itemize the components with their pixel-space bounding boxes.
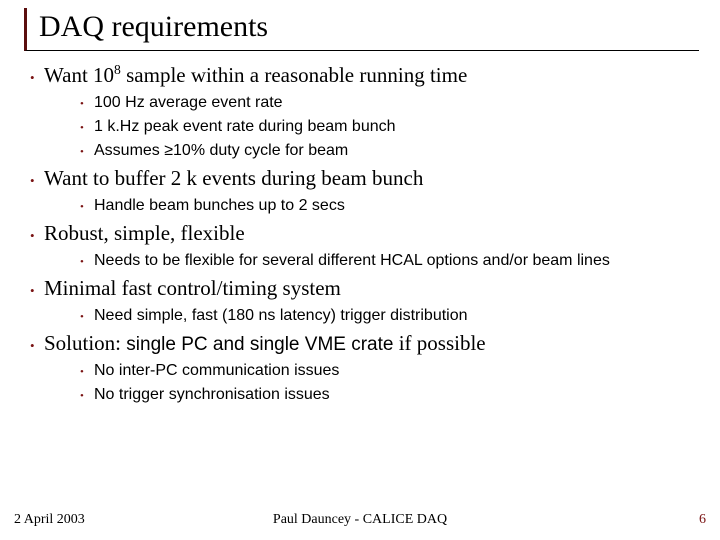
bullet-2-text: Want to buffer 2 k events during beam bu… (44, 166, 423, 191)
bullet-icon: • (80, 122, 94, 134)
bullet-icon: • (80, 366, 94, 378)
bullet-3: • Robust, simple, flexible (30, 221, 700, 246)
content-area: • Want 108 sample within a reasonable ru… (30, 56, 700, 404)
bullet-icon: • (80, 201, 94, 213)
bullet-1-text: Want 108 sample within a reasonable runn… (44, 62, 467, 88)
bullet-1: • Want 108 sample within a reasonable ru… (30, 62, 700, 88)
text-fragment: single PC and single VME crate (126, 334, 393, 355)
sub-bullet-text: No trigger synchronisation issues (94, 386, 330, 404)
bullet-icon: • (30, 173, 44, 189)
bullet-icon: • (30, 228, 44, 244)
sub-bullet-text: Needs to be flexible for several differe… (94, 252, 610, 270)
bullet-3-text: Robust, simple, flexible (44, 221, 245, 246)
sub-bullet-text: Assumes ≥10% duty cycle for beam (94, 142, 348, 160)
bullet-icon: • (80, 390, 94, 402)
slide-title: DAQ requirements (39, 10, 268, 43)
footer-author: Paul Dauncey - CALICE DAQ (0, 512, 720, 528)
bullet-2: • Want to buffer 2 k events during beam … (30, 166, 700, 191)
sub-bullet-5a: • No inter-PC communication issues (80, 362, 700, 380)
bullet-icon: • (30, 70, 44, 86)
sub-bullet-text: Need simple, fast (180 ns latency) trigg… (94, 307, 468, 325)
sub-bullet-1b: • 1 k.Hz peak event rate during beam bun… (80, 118, 700, 136)
superscript: 8 (114, 62, 121, 77)
sub-bullet-3a: • Needs to be flexible for several diffe… (80, 252, 700, 270)
bullet-icon: • (80, 256, 94, 268)
bullet-4-text: Minimal fast control/timing system (44, 276, 341, 301)
bullet-5-text: Solution: single PC and single VME crate… (44, 331, 486, 356)
sub-bullet-text: 100 Hz average event rate (94, 94, 283, 112)
title-container: DAQ requirements (24, 8, 699, 51)
bullet-icon: • (80, 146, 94, 158)
bullet-icon: • (30, 283, 44, 299)
slide: DAQ requirements • Want 108 sample withi… (0, 0, 720, 540)
text-fragment: if possible (393, 331, 485, 355)
bullet-icon: • (80, 311, 94, 323)
bullet-4: • Minimal fast control/timing system (30, 276, 700, 301)
sub-bullet-1c: • Assumes ≥10% duty cycle for beam (80, 142, 700, 160)
sub-bullet-1a: • 100 Hz average event rate (80, 94, 700, 112)
bullet-icon: • (30, 338, 44, 354)
text-fragment: Want 10 (44, 63, 114, 87)
sub-bullet-text: No inter-PC communication issues (94, 362, 339, 380)
sub-bullet-2a: • Handle beam bunches up to 2 secs (80, 197, 700, 215)
sub-bullet-4a: • Need simple, fast (180 ns latency) tri… (80, 307, 700, 325)
footer-page-number: 6 (699, 512, 706, 528)
bullet-icon: • (80, 98, 94, 110)
text-fragment: Solution: (44, 331, 126, 355)
sub-bullet-text: 1 k.Hz peak event rate during beam bunch (94, 118, 396, 136)
text-fragment: sample within a reasonable running time (121, 63, 467, 87)
sub-bullet-text: Handle beam bunches up to 2 secs (94, 197, 345, 215)
bullet-5: • Solution: single PC and single VME cra… (30, 331, 700, 356)
sub-bullet-5b: • No trigger synchronisation issues (80, 386, 700, 404)
